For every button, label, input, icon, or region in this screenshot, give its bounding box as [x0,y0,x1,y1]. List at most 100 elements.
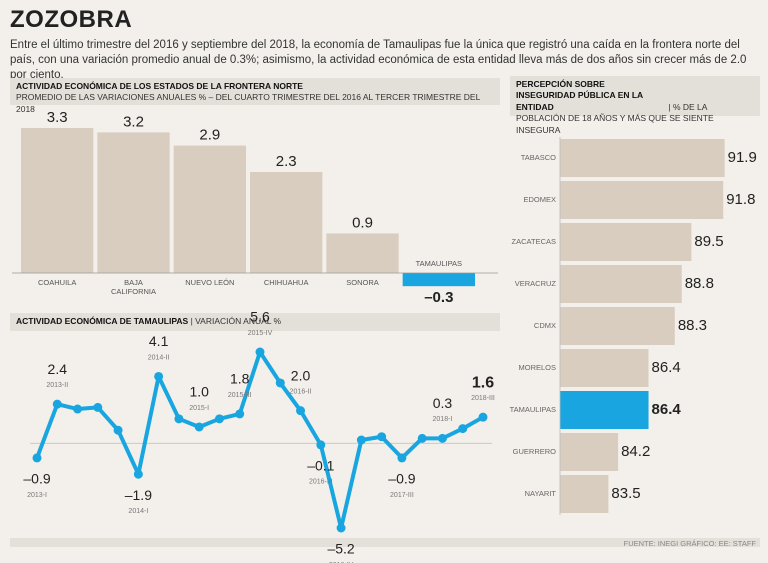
category-label: MORELOS [518,363,556,372]
bar [402,273,475,287]
category-label: TAMAULIPAS [416,259,462,268]
category-label: 2017-III [390,492,414,499]
category-label: TAMAULIPAS [510,405,556,414]
point [458,424,468,434]
point [275,378,285,388]
category-label: 2013-II [46,382,68,389]
category-label: 2014-II [148,354,170,361]
bar [560,181,724,219]
point [437,433,447,443]
value-label: 3.3 [47,109,68,126]
value-label: –0.9 [388,471,415,487]
value-label: 1.0 [189,384,209,400]
category-label: CHIHUAHUA [264,278,309,287]
value-label: –0.9 [23,471,50,487]
value-label: 89.5 [694,233,723,250]
value-label: 0.3 [433,395,453,411]
point [356,435,366,445]
value-label: 88.8 [685,275,714,292]
bar-title: ACTIVIDAD ECONÓMICA DE LOS ESTADOS DE LA… [16,81,303,91]
point [235,409,245,419]
value-label: 86.4 [652,401,682,418]
category-label: 2013-I [27,492,47,499]
point [93,402,103,412]
point [174,414,184,424]
category-label: 2016-III [309,479,333,486]
category-label: EDOMEX [523,195,556,204]
category-label: 2015-IV [248,330,273,337]
bar [560,139,725,177]
category-label: 2018-III [471,395,495,402]
hbar-header: PERCEPCIÓN SOBRE INSEGURIDAD PÚBLICA EN … [510,76,760,135]
value-label: –0.3 [424,289,453,306]
point [336,523,346,533]
value-label: 88.3 [678,317,707,334]
page-title: ZOZOBRA [10,6,133,33]
point [194,422,204,432]
point [32,453,42,463]
value-label: 2.0 [291,367,311,383]
category-label: ZACATECAS [512,237,556,246]
category-label: 2016-IV [329,562,354,563]
line-header: ACTIVIDAD ECONÓMICA DE TAMAULIPAS | VARI… [10,313,500,331]
value-label: 83.5 [611,485,640,502]
hbar-subtitle: % DE LA POBLACIÓN DE 18 AÑOS Y MÁS QUE S… [516,101,714,135]
category-label: 2014-I [128,508,148,515]
bar [560,391,649,429]
bar-header: ACTIVIDAD ECONÓMICA DE LOS ESTADOS DE LA… [10,78,500,114]
category-label: VERACRUZ [515,279,557,288]
category-label: NAYARIT [525,489,557,498]
value-label: 4.1 [149,333,169,349]
bar [250,171,323,273]
value-label: 86.4 [652,359,681,376]
category-label: TABASCO [521,153,556,162]
category-label: CDMX [534,321,556,330]
value-label: –0.1 [307,458,334,474]
value-label: 1.6 [472,374,494,391]
point [377,432,387,442]
category-label: COAHUILA [38,278,76,287]
point [417,433,427,443]
category-label: NUEVO LEÓN [185,278,234,287]
category-label: GUERRERO [513,447,557,456]
page-subtitle: Entre el último trimestre del 2016 y sep… [10,39,747,81]
point [154,371,164,381]
hbar-title: PERCEPCIÓN SOBRE INSEGURIDAD PÚBLICA EN … [516,79,643,112]
point [296,406,306,416]
category-label: SONORA [346,278,379,287]
point [52,399,62,409]
bar [173,145,246,273]
category-label: 2016-II [290,389,312,396]
value-label: 1.8 [230,371,250,387]
bar [560,475,609,513]
bar [560,223,692,261]
value-label: 91.8 [726,191,755,208]
line-subtitle: VARIACIÓN ANUAL % [195,316,282,326]
category-label: 2015-I [189,405,209,412]
value-label: –5.2 [327,541,354,557]
value-label: 2.3 [276,153,297,170]
footer-band [10,538,760,547]
point [113,425,123,435]
bar [326,233,399,273]
bar [560,307,675,345]
bar [97,132,170,273]
category-label: 2015-III [228,392,252,399]
point [397,453,407,463]
bar-subtitle: PROMEDIO DE LAS VARIACIONES ANUALES % – … [16,92,481,114]
bar [560,349,649,387]
category-label: BAJA CALIFORNIA [111,278,156,296]
point [133,469,143,479]
line-title: ACTIVIDAD ECONÓMICA DE TAMAULIPAS [16,316,189,326]
bar [21,128,94,273]
source: FUENTE: INEGI GRÁFICO: EE: STAFF [623,539,756,548]
value-label: 0.9 [352,214,373,231]
value-label: 3.2 [123,113,144,130]
value-label: 2.9 [199,127,220,144]
value-label: 5.6 [250,309,270,325]
point [255,347,265,357]
bar [560,265,682,303]
point [316,440,326,450]
